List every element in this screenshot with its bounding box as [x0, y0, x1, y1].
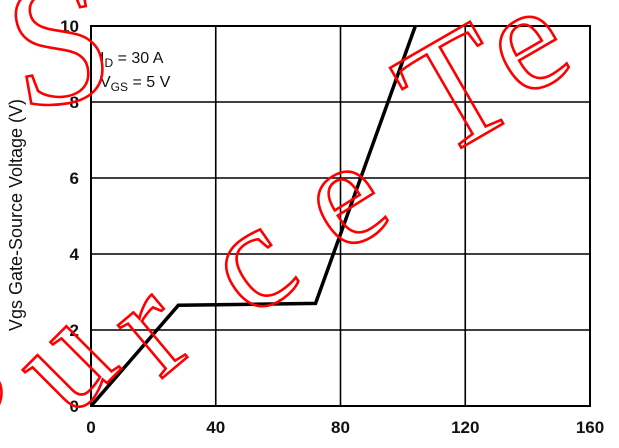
y-axis-label: Vgs Gate-Source Voltage (V)	[6, 99, 26, 331]
y-tick-labels: 0 2 4 6 8 10	[60, 17, 79, 416]
y-tick-label: 2	[70, 321, 79, 340]
watermark-letter: e	[270, 107, 414, 283]
series-line	[89, 25, 417, 408]
annotation-current-symbol: I	[100, 50, 104, 67]
annotation-current-subscript: D	[104, 56, 113, 70]
x-tick-label: 40	[206, 418, 225, 437]
watermark-letter: c	[174, 173, 324, 347]
annotation-current-value: = 30 A	[113, 50, 164, 67]
x-tick-label: 160	[576, 418, 604, 437]
annotation-current: ID = 30 A	[100, 50, 164, 70]
x-tick-label: 120	[451, 418, 479, 437]
y-tick-label: 0	[70, 397, 79, 416]
y-tick-label: 8	[70, 93, 79, 112]
x-tick-label: 0	[86, 418, 95, 437]
annotation-voltage-symbol: V	[100, 74, 111, 91]
y-tick-label: 6	[70, 169, 79, 188]
grid-lines	[91, 26, 590, 406]
annotation-voltage-subscript: GS	[111, 80, 128, 94]
annotation-voltage: VGS = 5 V	[100, 74, 171, 94]
plot-frame	[90, 25, 591, 407]
x-tick-label: 80	[331, 418, 350, 437]
annotation-voltage-value: = 5 V	[128, 74, 171, 91]
x-tick-labels: 0 40 80 120 160	[86, 418, 604, 437]
y-tick-label: 4	[70, 245, 80, 264]
y-tick-label: 10	[60, 17, 79, 36]
